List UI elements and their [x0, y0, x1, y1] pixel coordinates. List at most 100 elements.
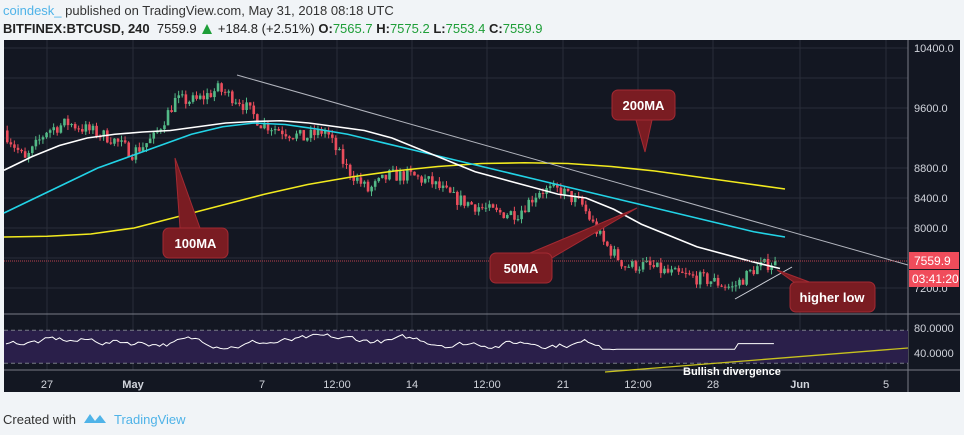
high-label: H: [376, 21, 390, 36]
candle [495, 204, 498, 213]
candle-body [520, 210, 523, 220]
candle-body [102, 130, 106, 137]
candle-body [77, 128, 81, 130]
candle-body [277, 129, 281, 131]
candle-body [356, 177, 359, 181]
candle-body [266, 122, 270, 131]
candle [127, 141, 131, 158]
candle [384, 174, 388, 184]
candle-body [538, 192, 541, 198]
publisher-link[interactable]: coindesk_ [3, 3, 62, 18]
x-tick-label: May [122, 379, 144, 391]
candle [427, 175, 431, 183]
candle-body [345, 163, 348, 165]
candle-body [527, 199, 531, 213]
candle-body [227, 91, 231, 93]
candle [463, 195, 466, 209]
candle [341, 144, 345, 168]
candle-body [202, 95, 206, 100]
candle-body [727, 286, 731, 288]
created-with-text: Created with [3, 411, 76, 427]
candle [634, 259, 638, 273]
candle-body [773, 261, 777, 266]
candle-body [556, 184, 559, 188]
candle [591, 215, 595, 224]
candle-body [56, 127, 59, 133]
candle [734, 281, 738, 292]
candle [373, 179, 377, 191]
candle [473, 204, 477, 215]
candle-body [652, 265, 656, 267]
candle-body [470, 202, 473, 205]
candle [523, 205, 527, 214]
candle-body [181, 94, 184, 96]
candle-body [223, 91, 227, 93]
candle-body [327, 130, 331, 135]
price-change: +184.8 (+2.51%) [217, 21, 315, 36]
candle [313, 125, 316, 141]
candle-body [252, 105, 256, 115]
candle-body [766, 258, 770, 270]
candle-body [81, 129, 84, 132]
candle [416, 174, 420, 180]
tradingview-link[interactable]: TradingView [113, 411, 186, 427]
candle-body [9, 142, 13, 145]
candle-body [273, 129, 277, 131]
candle-body [623, 266, 627, 268]
annotation-100ma: 100MA [162, 157, 229, 259]
candle [177, 90, 181, 104]
candle [670, 265, 673, 276]
candle [166, 107, 170, 126]
candle-body [713, 277, 716, 282]
candle [88, 121, 91, 134]
symbol: BITFINEX:BTCUSD, 240 [3, 21, 150, 36]
candle [231, 89, 234, 106]
candle-body [259, 125, 263, 129]
candle-body [634, 260, 638, 271]
candle [741, 278, 745, 285]
candle-body [656, 262, 659, 267]
candle [456, 190, 459, 210]
candle [663, 265, 666, 275]
candle-body [427, 176, 431, 179]
candle-body [663, 268, 666, 274]
x-tick-label: 12:00 [624, 379, 652, 391]
high-value: 7575.2 [389, 21, 430, 36]
candle [284, 129, 288, 140]
candle-body [106, 130, 109, 143]
candle-body [395, 169, 398, 181]
candle [459, 190, 463, 207]
candle-body [59, 125, 63, 133]
candle-body [248, 102, 252, 106]
candle-body [591, 219, 595, 222]
candle-body [166, 110, 170, 126]
candle-body [184, 94, 188, 104]
candle [423, 174, 427, 184]
candle-body [334, 137, 338, 151]
x-tick-label: 7 [259, 379, 265, 391]
candle-body [770, 265, 773, 270]
candle-body [363, 181, 366, 184]
candle-body [756, 266, 759, 275]
candle-body [159, 129, 163, 131]
candle-body [445, 185, 448, 188]
candle-body [384, 174, 388, 180]
candle-body [84, 124, 88, 132]
publish-info: coindesk_ published on TradingView.com, … [3, 3, 394, 18]
candle-body [606, 241, 609, 246]
candle-body [20, 149, 23, 152]
candle-body [41, 137, 45, 140]
candle-body [602, 230, 606, 242]
candle [606, 240, 609, 247]
candle-body [377, 177, 381, 182]
candle [95, 122, 98, 139]
candle-body [366, 181, 370, 192]
candle [91, 123, 95, 134]
candle [752, 266, 756, 276]
candle-body [13, 144, 16, 148]
x-tick-label: Jun [790, 379, 810, 391]
candle [288, 135, 291, 142]
candle [720, 284, 723, 288]
candle [184, 90, 188, 109]
